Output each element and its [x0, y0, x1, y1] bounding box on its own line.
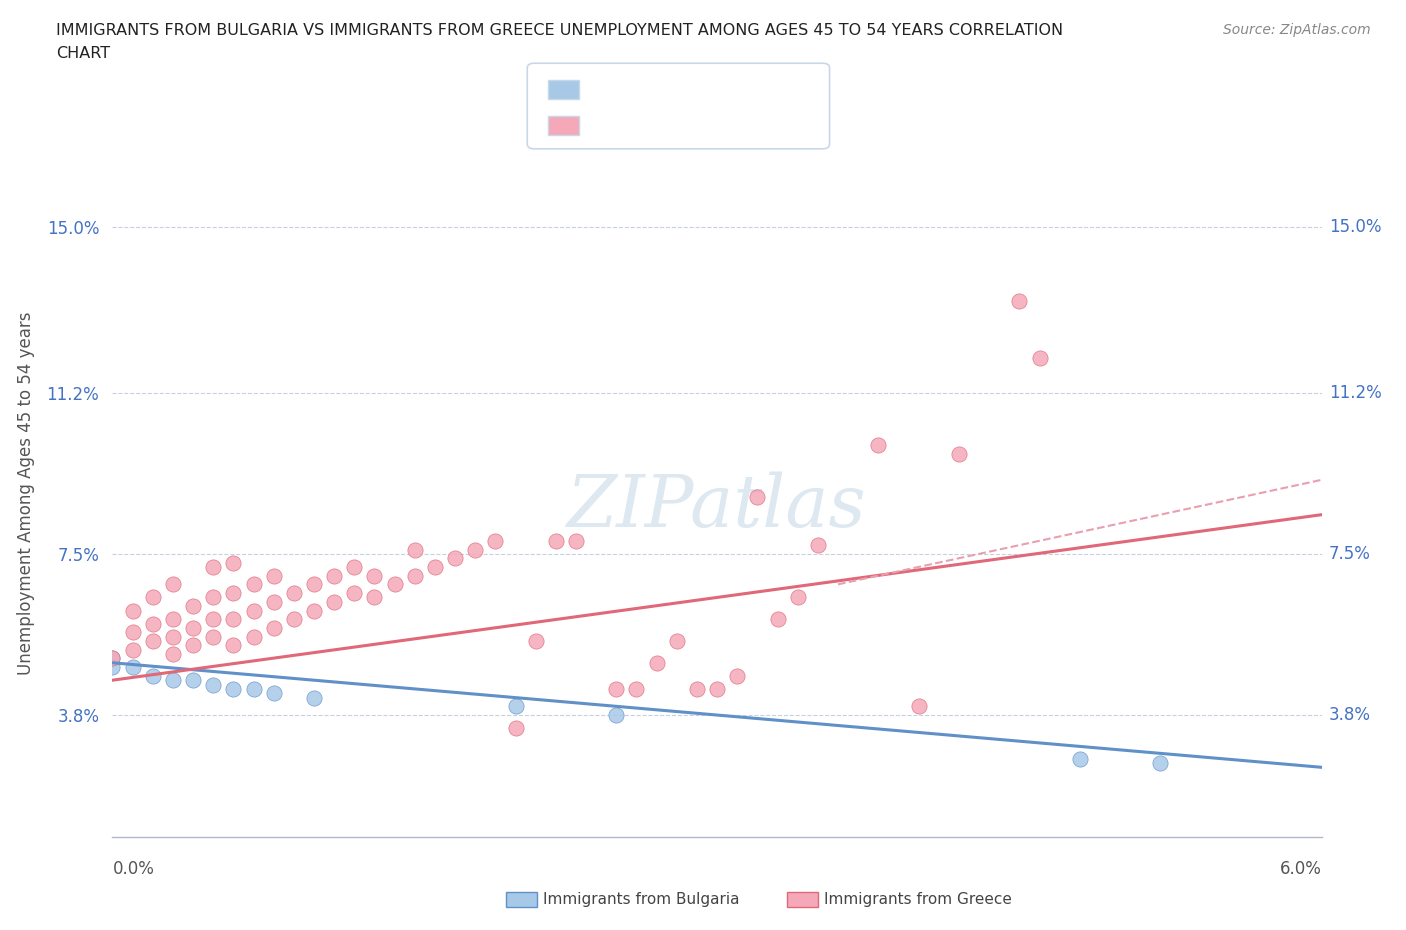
Point: [605, 708, 627, 723]
Point: [907, 698, 929, 713]
Point: [444, 551, 467, 565]
Point: [645, 656, 668, 671]
Text: Immigrants from Greece: Immigrants from Greece: [824, 892, 1012, 907]
Point: [524, 633, 547, 648]
Point: [686, 682, 709, 697]
Point: [121, 659, 143, 674]
Point: [404, 542, 426, 557]
Point: [404, 568, 426, 583]
Point: [384, 577, 406, 591]
Point: [242, 682, 264, 697]
Text: R =  0.329   N = 65: R = 0.329 N = 65: [588, 116, 778, 135]
Point: [323, 568, 346, 583]
Point: [505, 698, 527, 713]
Point: [263, 594, 285, 609]
Point: [302, 690, 325, 705]
Point: [1069, 751, 1091, 766]
Text: 3.8%: 3.8%: [1329, 706, 1371, 724]
Point: [302, 577, 325, 591]
Point: [565, 534, 588, 549]
Point: [807, 538, 830, 552]
Point: [222, 612, 245, 627]
Point: [222, 586, 245, 601]
Point: [222, 682, 245, 697]
Point: [343, 560, 366, 575]
Point: [263, 620, 285, 635]
Point: [202, 612, 225, 627]
Point: [1028, 351, 1050, 365]
Point: [202, 590, 225, 604]
Point: [786, 590, 808, 604]
Point: [505, 721, 527, 736]
Point: [1008, 294, 1031, 309]
Point: [242, 577, 264, 591]
Point: [1149, 755, 1171, 770]
Point: [302, 603, 325, 618]
Point: [343, 586, 366, 601]
Point: [121, 625, 143, 640]
Point: [142, 633, 165, 648]
Point: [283, 586, 305, 601]
Point: [665, 633, 688, 648]
Text: 7.5%: 7.5%: [1329, 545, 1371, 563]
Text: 11.2%: 11.2%: [1329, 384, 1382, 402]
Point: [181, 620, 204, 635]
Point: [162, 577, 184, 591]
Point: [868, 437, 890, 452]
Point: [142, 617, 165, 631]
Point: [626, 682, 648, 697]
Point: [263, 568, 285, 583]
Text: ZIPatlas: ZIPatlas: [567, 472, 868, 542]
Point: [162, 646, 184, 661]
Point: [181, 599, 204, 614]
Point: [725, 669, 748, 684]
Text: CHART: CHART: [56, 46, 110, 61]
Text: IMMIGRANTS FROM BULGARIA VS IMMIGRANTS FROM GREECE UNEMPLOYMENT AMONG AGES 45 TO: IMMIGRANTS FROM BULGARIA VS IMMIGRANTS F…: [56, 23, 1063, 38]
Point: [706, 682, 728, 697]
Point: [142, 669, 165, 684]
Point: [423, 560, 446, 575]
Point: [181, 672, 204, 687]
Point: [242, 603, 264, 618]
Point: [202, 677, 225, 692]
Point: [222, 555, 245, 570]
Point: [766, 612, 789, 627]
Text: R = -0.604   N = 15: R = -0.604 N = 15: [588, 80, 778, 99]
Point: [222, 638, 245, 653]
Point: [605, 682, 627, 697]
Y-axis label: Unemployment Among Ages 45 to 54 years: Unemployment Among Ages 45 to 54 years: [17, 312, 35, 674]
Text: 0.0%: 0.0%: [112, 860, 155, 878]
Text: 6.0%: 6.0%: [1279, 860, 1322, 878]
Text: 15.0%: 15.0%: [1329, 219, 1381, 236]
Point: [948, 446, 970, 461]
Point: [162, 612, 184, 627]
Point: [747, 490, 769, 505]
Point: [363, 590, 385, 604]
Point: [544, 534, 567, 549]
Point: [283, 612, 305, 627]
Point: [101, 651, 124, 666]
Point: [263, 685, 285, 700]
Text: Immigrants from Bulgaria: Immigrants from Bulgaria: [543, 892, 740, 907]
Point: [162, 672, 184, 687]
Text: Source: ZipAtlas.com: Source: ZipAtlas.com: [1223, 23, 1371, 37]
Point: [121, 603, 143, 618]
Point: [202, 560, 225, 575]
Point: [464, 542, 486, 557]
Point: [162, 630, 184, 644]
Point: [363, 568, 385, 583]
Point: [484, 534, 506, 549]
Point: [142, 590, 165, 604]
Point: [202, 630, 225, 644]
Point: [101, 659, 124, 674]
Point: [181, 638, 204, 653]
Point: [323, 594, 346, 609]
Point: [101, 651, 124, 666]
Point: [242, 630, 264, 644]
Point: [121, 643, 143, 658]
